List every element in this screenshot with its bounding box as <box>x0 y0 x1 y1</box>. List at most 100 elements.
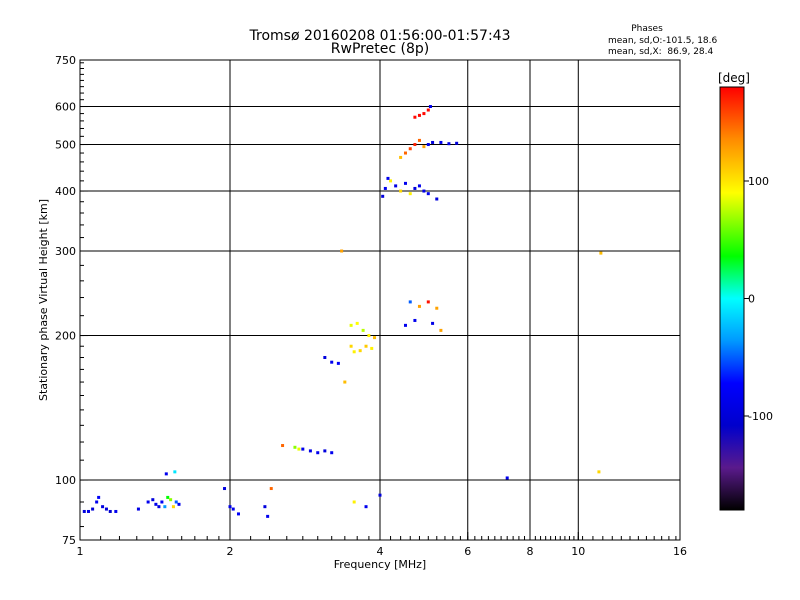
data-point <box>599 251 603 255</box>
colorbar-ticks: 100 0 -100 <box>744 175 773 423</box>
data-point <box>151 498 155 502</box>
data-point <box>505 476 509 480</box>
data-point <box>435 306 439 310</box>
data-point <box>417 304 421 308</box>
data-point <box>136 507 140 511</box>
x-tick-label: 16 <box>673 545 687 558</box>
data-point <box>422 145 426 149</box>
data-point <box>403 181 407 185</box>
data-point <box>413 186 417 190</box>
colorbar-tick-label: 0 <box>748 293 755 306</box>
y-tick-label: 75 <box>62 534 76 547</box>
data-point <box>301 447 305 451</box>
data-point <box>160 500 164 504</box>
data-point <box>597 470 601 474</box>
data-point <box>104 507 108 511</box>
data-point <box>413 115 417 119</box>
data-point <box>422 112 426 116</box>
y-tick-label: 300 <box>55 245 76 258</box>
data-point <box>455 141 459 145</box>
data-point <box>355 321 359 325</box>
data-point <box>394 184 398 188</box>
data-point <box>408 300 412 304</box>
data-point <box>431 321 435 325</box>
x-tick-label: 10 <box>571 545 585 558</box>
data-point <box>154 502 158 506</box>
data-point <box>370 346 374 350</box>
data-point <box>95 500 99 504</box>
data-point <box>297 447 301 451</box>
data-point <box>399 155 403 159</box>
data-point <box>281 444 285 448</box>
data-point <box>349 323 353 327</box>
data-point <box>413 143 417 147</box>
data-point <box>426 300 430 304</box>
data-point <box>101 505 105 509</box>
axis-ticks: 1 2 4 6 8 10 16 75 100 200 300 400 500 600 750 <box>55 54 687 558</box>
data-point <box>364 344 368 348</box>
data-point <box>403 323 407 327</box>
data-point <box>408 192 412 196</box>
data-point <box>146 500 150 504</box>
data-point <box>97 495 101 499</box>
data-point <box>431 140 435 144</box>
data-point <box>308 449 312 453</box>
data-point <box>417 184 421 188</box>
x-tick-label: 1 <box>77 545 84 558</box>
data-point <box>381 194 385 198</box>
data-point <box>336 361 340 365</box>
y-axis-label: Stationary phase Virtual Height [km] <box>37 199 50 401</box>
data-point <box>417 138 421 142</box>
data-point <box>173 470 177 474</box>
chart-title: Tromsø 20160208 01:56:00-01:57:43 <box>249 28 511 44</box>
stats-heading: Phases <box>631 24 663 34</box>
data-point <box>367 334 371 338</box>
data-point <box>386 176 390 180</box>
x-tick-label: 4 <box>377 545 384 558</box>
data-point <box>91 507 95 511</box>
data-point <box>316 451 320 455</box>
data-point <box>399 189 403 193</box>
data-point <box>323 355 327 359</box>
data-point <box>426 143 430 147</box>
data-point <box>163 505 167 509</box>
x-tick-label: 6 <box>464 545 471 558</box>
data-point <box>408 147 412 151</box>
data-point <box>231 507 235 511</box>
data-point <box>114 509 118 513</box>
data-points <box>82 105 603 518</box>
data-point <box>266 514 270 518</box>
stats-o-line: mean, sd,O:-101.5, 18.6 <box>608 36 718 46</box>
data-point <box>86 509 90 513</box>
data-point <box>223 487 227 491</box>
data-point <box>383 186 387 190</box>
data-point <box>361 328 365 332</box>
data-point <box>358 349 362 353</box>
data-point <box>157 505 161 509</box>
data-point <box>352 500 356 504</box>
data-point <box>330 360 334 364</box>
data-point <box>426 108 430 112</box>
data-point <box>174 500 178 504</box>
plot-grid <box>80 60 680 540</box>
y-tick-label: 600 <box>55 101 76 114</box>
colorbar <box>719 86 745 511</box>
data-point <box>428 105 432 109</box>
data-point <box>389 179 393 183</box>
y-tick-label: 200 <box>55 330 76 343</box>
data-point <box>435 197 439 201</box>
data-point <box>169 498 173 502</box>
data-point <box>403 151 407 155</box>
data-point <box>330 451 334 455</box>
data-point <box>413 318 417 322</box>
chart-subtitle: RwPretec (8p) <box>331 41 429 57</box>
data-point <box>349 344 353 348</box>
data-point <box>177 502 181 506</box>
data-point <box>373 336 377 340</box>
data-point <box>340 249 344 253</box>
data-point <box>82 509 86 513</box>
data-point <box>323 449 327 453</box>
y-tick-label: 500 <box>55 139 76 152</box>
x-tick-label: 2 <box>227 545 234 558</box>
data-point <box>164 472 168 476</box>
